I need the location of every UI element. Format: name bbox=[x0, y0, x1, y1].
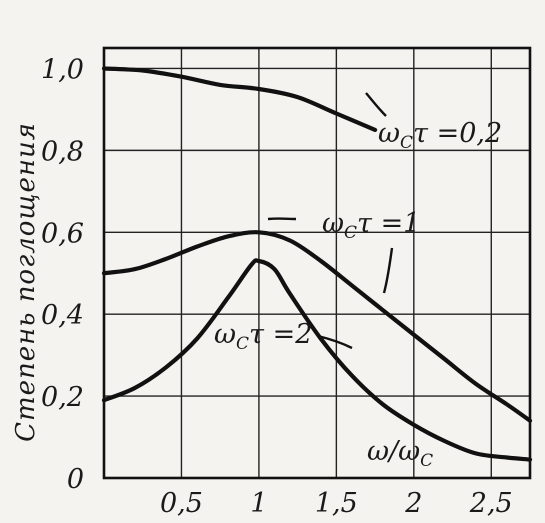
curve-label-sub: C bbox=[400, 133, 413, 153]
grid bbox=[104, 48, 530, 478]
curve-label-rest: τ =0,2 bbox=[413, 118, 502, 149]
curves bbox=[101, 66, 533, 462]
curve-label-omega: ω bbox=[322, 208, 344, 239]
x-tick-label: 0,5 bbox=[160, 488, 203, 519]
curve-label-tau-1: ωCτ =1 bbox=[322, 208, 420, 243]
plot-frame bbox=[102, 46, 532, 480]
x-tick-label: 2,5 bbox=[469, 488, 513, 519]
y-tick-label: 0,4 bbox=[41, 300, 84, 331]
curve-label-omega: ω bbox=[378, 118, 400, 149]
y-tick-label: 0 bbox=[67, 464, 84, 495]
x-axis-label: ω/ωC bbox=[367, 436, 433, 471]
curve-label-sub: C bbox=[344, 223, 357, 243]
leader-tau-2 bbox=[317, 334, 353, 350]
curve-tau-0-2 bbox=[101, 66, 378, 132]
curve-label-rest: τ =1 bbox=[357, 208, 420, 239]
x-tick-label: 1 bbox=[250, 488, 267, 519]
x-tick-label: 2 bbox=[404, 488, 422, 519]
x-axis-label-main: ω/ω bbox=[367, 436, 420, 467]
curve-label-tau-2: ωCτ =2 bbox=[214, 319, 312, 354]
x-axis-label-sub: C bbox=[420, 451, 433, 471]
curve-label-sub: C bbox=[236, 334, 249, 354]
curve-label-omega: ω bbox=[214, 319, 236, 350]
label-leaders bbox=[267, 92, 394, 350]
y-axis-label: Степень поглощения bbox=[11, 122, 41, 442]
y-tick-label: 0,2 bbox=[41, 382, 84, 413]
x-tick-label: 1,5 bbox=[315, 488, 358, 519]
curve-tau-1 bbox=[101, 230, 533, 423]
y-tick-label: 1,0 bbox=[41, 54, 84, 85]
y-tick-label: 0,6 bbox=[41, 218, 84, 249]
curve-label-rest: τ =2 bbox=[249, 319, 312, 350]
tick-labels: 0,5 1 1,5 2 2,5 0 0,2 0,4 0,6 0,8 1,0 bbox=[41, 54, 513, 519]
leader-tau-1 bbox=[382, 247, 394, 294]
leader-tau-0-2 bbox=[365, 92, 387, 117]
curve-tau-2 bbox=[101, 258, 533, 462]
y-tick-label: 0,8 bbox=[41, 136, 84, 167]
curve-label-tau-0-2: ωCτ =0,2 bbox=[378, 118, 502, 153]
